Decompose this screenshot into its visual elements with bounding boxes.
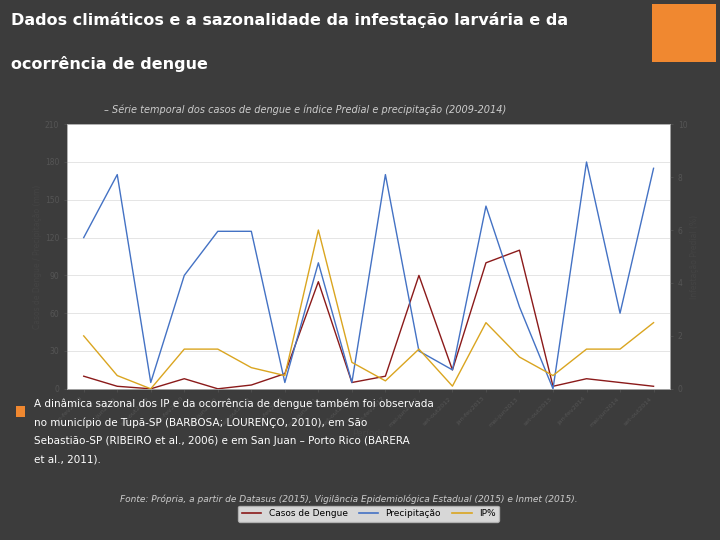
Text: Dados climáticos e a sazonalidade da infestação larvária e da: Dados climáticos e a sazonalidade da inf… <box>11 12 568 28</box>
Text: – Série temporal dos casos de dengue e índice Predial e precipitação (2009-2014): – Série temporal dos casos de dengue e í… <box>104 105 507 115</box>
Bar <box>652 4 716 62</box>
Text: A dinâmica sazonal dos IP e da ocorrência de dengue também foi observada: A dinâmica sazonal dos IP e da ocorrênci… <box>34 398 433 409</box>
Text: Sebastião-SP (RIBEIRO et al., 2006) e em San Juan – Porto Rico (BARERA: Sebastião-SP (RIBEIRO et al., 2006) e em… <box>34 436 410 446</box>
Y-axis label: Infestação Predial (%): Infestação Predial (%) <box>690 214 699 299</box>
Text: ocorrência de dengue: ocorrência de dengue <box>11 56 207 72</box>
X-axis label: Período: Período <box>352 429 385 438</box>
Text: et al., 2011).: et al., 2011). <box>34 455 101 465</box>
Bar <box>16 406 24 417</box>
Text: Fonte: Própria, a partir de Datasus (2015), Vigilância Epidemiológica Estadual (: Fonte: Própria, a partir de Datasus (201… <box>120 495 577 504</box>
Text: no município de Tupã-SP (BARBOSA; LOURENÇO, 2010), em São: no município de Tupã-SP (BARBOSA; LOUREN… <box>34 417 367 428</box>
Y-axis label: Casos de Dengue / Precipitação (mm): Casos de Dengue / Precipitação (mm) <box>33 184 42 329</box>
Legend: Casos de Dengue, Precipitação, IP%: Casos de Dengue, Precipitação, IP% <box>238 505 499 522</box>
